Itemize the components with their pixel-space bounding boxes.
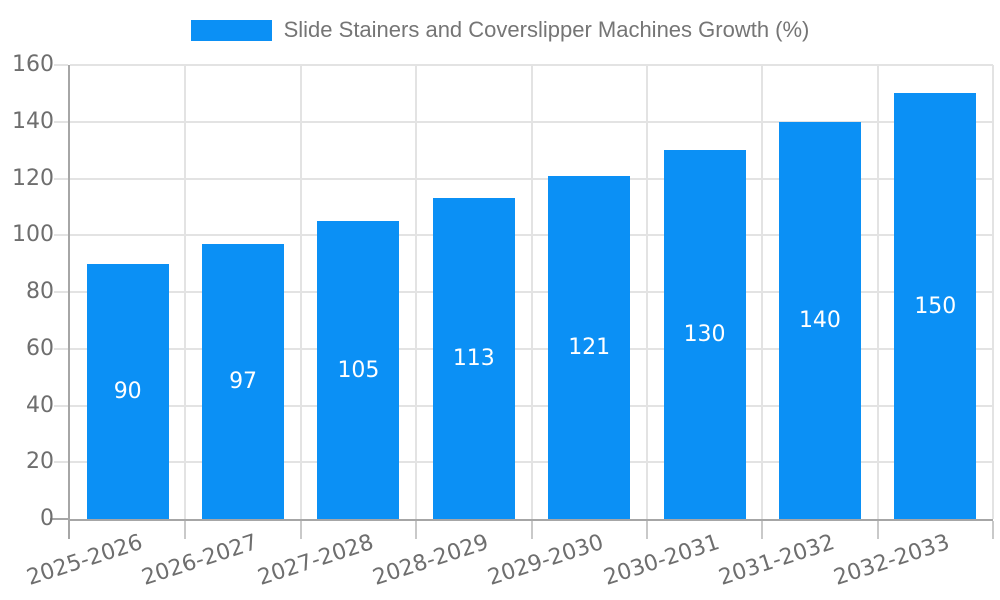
x-tick-mark — [761, 521, 764, 539]
y-tick-mark — [54, 404, 68, 407]
bar: 140 — [778, 121, 861, 519]
gridline-vertical — [530, 65, 533, 519]
y-tick-label: 120 — [12, 165, 54, 191]
y-tick-label: 160 — [12, 52, 54, 77]
gridline-vertical — [645, 65, 648, 519]
bar-value-label: 140 — [798, 307, 841, 333]
bar-value-label: 121 — [568, 334, 611, 360]
y-tick-label: 100 — [12, 222, 54, 248]
y-tick-mark — [54, 461, 68, 464]
x-tick-mark — [992, 521, 994, 539]
bar: 113 — [432, 198, 515, 519]
gridline-vertical — [992, 65, 994, 519]
x-category-label: 2027-2028 — [254, 530, 377, 591]
legend: Slide Stainers and Coverslipper Machines… — [0, 17, 1000, 43]
x-category-label: 2028-2029 — [369, 530, 492, 591]
bar: 105 — [317, 221, 400, 519]
bar: 97 — [202, 243, 285, 519]
legend-swatch — [190, 19, 272, 41]
legend-label: Slide Stainers and Coverslipper Machines… — [283, 17, 810, 42]
y-tick-mark — [54, 291, 68, 293]
bar-value-label: 105 — [337, 357, 380, 383]
gridline-vertical — [876, 65, 879, 519]
bar: 150 — [894, 93, 977, 519]
y-tick-mark — [54, 347, 68, 350]
x-tick-mark — [876, 521, 879, 539]
x-tick-mark — [415, 521, 418, 539]
y-tick-label: 60 — [26, 335, 54, 361]
y-tick-mark — [54, 234, 68, 237]
x-tick-mark — [184, 521, 187, 539]
bar: 121 — [548, 175, 631, 519]
x-category-label: 2032-2033 — [831, 530, 954, 591]
y-tick-label: 20 — [26, 449, 54, 475]
y-tick-mark — [54, 120, 68, 123]
y-tick-label: 140 — [12, 108, 54, 134]
bar-value-label: 130 — [683, 322, 726, 348]
bar: 130 — [663, 150, 746, 519]
y-tick-label: 40 — [26, 392, 54, 418]
bar-value-label: 90 — [113, 378, 142, 404]
bar-value-label: 97 — [229, 368, 258, 394]
y-axis-line — [68, 65, 70, 539]
bar: 90 — [86, 263, 169, 519]
x-category-label: 2031-2032 — [715, 530, 838, 591]
x-category-label: 2025-2026 — [23, 530, 146, 591]
y-tick-mark — [50, 518, 68, 520]
x-tick-mark — [645, 521, 648, 539]
x-tick-mark — [299, 521, 302, 539]
gridline-vertical — [299, 65, 302, 519]
gridline-vertical — [184, 65, 187, 519]
x-axis-line — [68, 519, 993, 521]
x-category-label: 2026-2027 — [139, 530, 261, 591]
x-tick-mark — [530, 521, 533, 539]
y-tick-label: 0 — [40, 506, 54, 531]
y-tick-label: 80 — [26, 279, 54, 304]
x-category-label: 2030-2031 — [600, 530, 723, 591]
gridline-vertical — [415, 65, 418, 519]
gridline-vertical — [761, 65, 764, 519]
bar-value-label: 113 — [452, 346, 495, 372]
x-category-label: 2029-2030 — [485, 530, 607, 591]
y-tick-mark — [54, 64, 68, 66]
bar-value-label: 150 — [914, 293, 957, 319]
y-tick-mark — [54, 177, 68, 180]
